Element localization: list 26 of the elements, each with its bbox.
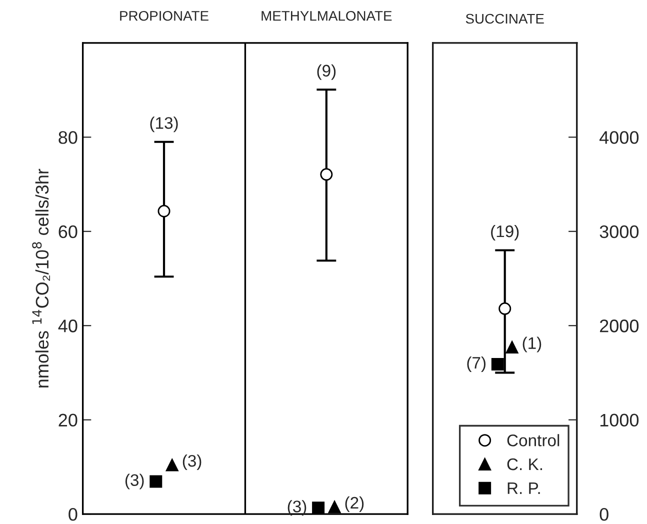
legend-label: C. K. bbox=[507, 458, 542, 470]
y2-tick-label: 4000 bbox=[600, 131, 639, 144]
y-tick-label: 40 bbox=[58, 320, 78, 332]
y2-tick-label: 0 bbox=[600, 508, 608, 521]
annotation: (2) bbox=[345, 496, 364, 512]
annotation: (7) bbox=[467, 356, 486, 372]
annotation: (19) bbox=[491, 224, 519, 241]
annotation: (3) bbox=[182, 454, 202, 470]
y2-tick-label: 3000 bbox=[600, 225, 639, 238]
y2-tick-label: 1000 bbox=[600, 414, 639, 427]
chart-title: SUCCINATE bbox=[466, 14, 544, 24]
annotation: (3) bbox=[288, 500, 306, 516]
y-tick-label: 60 bbox=[58, 225, 78, 238]
annotation: (3) bbox=[125, 474, 144, 490]
legend-label: Control bbox=[507, 434, 560, 446]
y-axis-title: nmoles $^{14}$CO₂/10$^{8}$ cells/3hr bbox=[32, 168, 50, 388]
y-tick-label: 80 bbox=[58, 131, 78, 144]
y-tick-label: 20 bbox=[58, 414, 78, 427]
y2-tick-label: 2000 bbox=[600, 320, 639, 332]
annotation: (13) bbox=[150, 116, 178, 132]
annotation: (9) bbox=[317, 64, 336, 80]
annotation: (1) bbox=[522, 336, 542, 352]
x-tick-label: PROPIONATE bbox=[120, 10, 208, 21]
legend-label: R. P. bbox=[508, 482, 540, 494]
y-tick-label: 0 bbox=[68, 508, 78, 521]
x-tick-label: METHYLMALONATE bbox=[262, 10, 392, 21]
